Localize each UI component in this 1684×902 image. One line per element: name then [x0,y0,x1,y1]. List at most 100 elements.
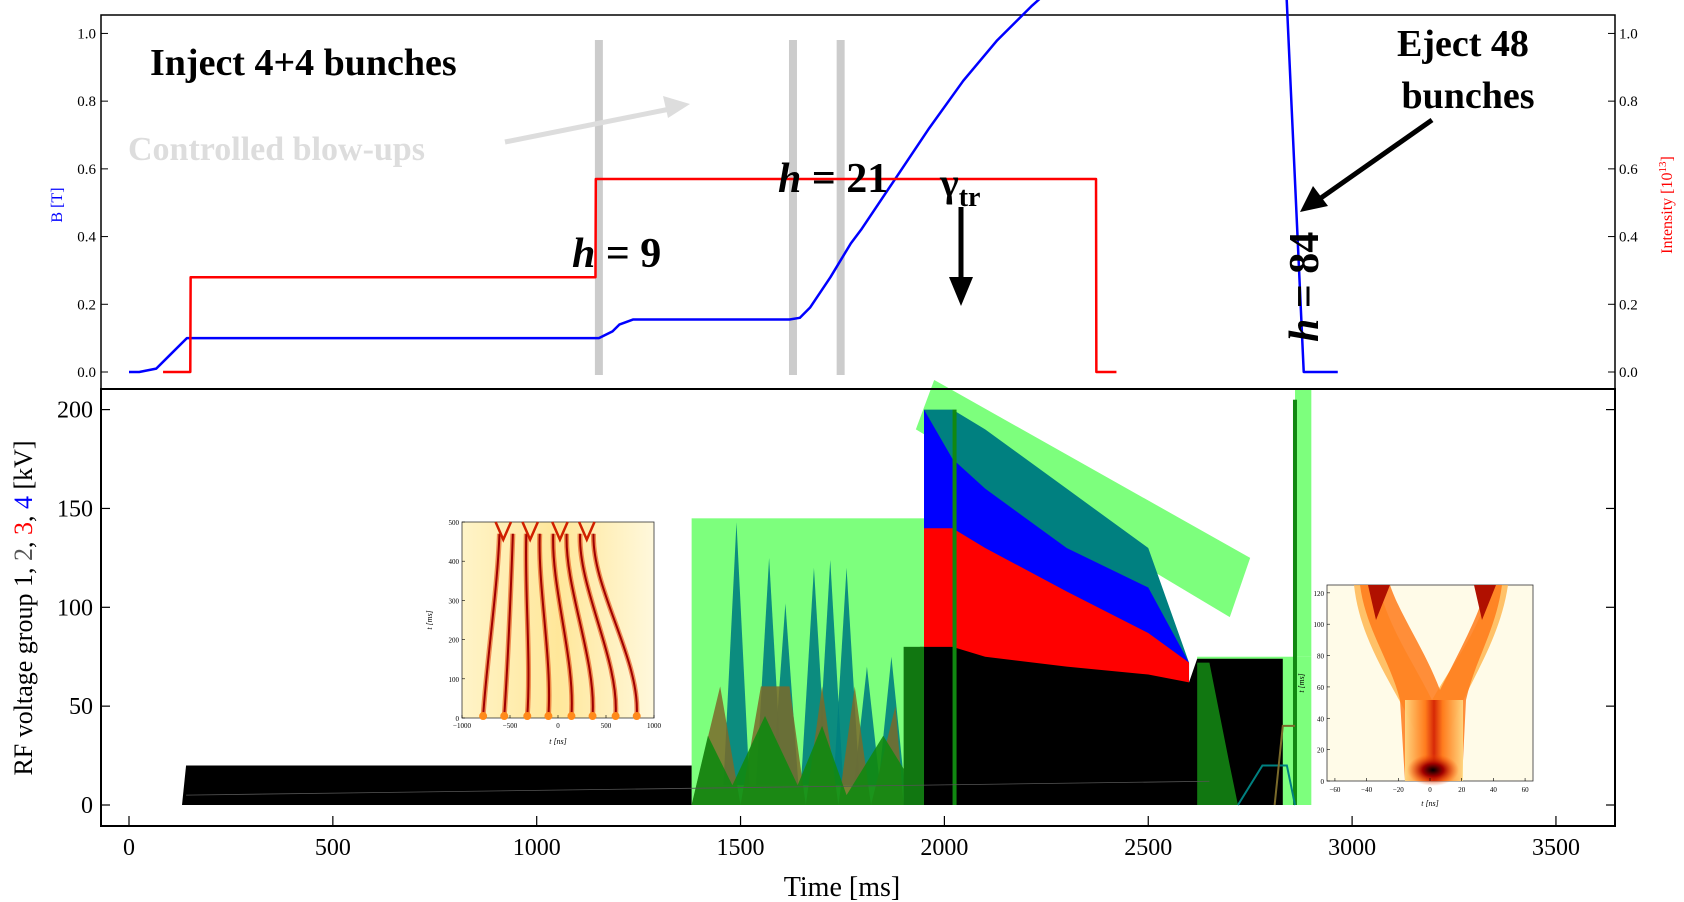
h84-var: h [1282,319,1328,342]
ylabel-part: RF voltage group 1 [9,574,38,776]
bottom-ylabel-parts: RF voltage group 1, 2, 3, 4 [kV] [9,440,38,775]
inset-left-spot [500,712,509,721]
inset-right-xtick-label: 0 [1428,786,1432,794]
ramp-green [691,716,920,805]
h9-var: h [572,231,595,277]
inset-right-ytick-label: 120 [1314,590,1325,598]
inset-left-ytick-label: 100 [449,676,460,684]
highlight-spike [1295,389,1312,657]
bottom-xtick-label: 2000 [920,835,968,861]
gamma-subscript: tr [959,182,981,213]
inset-left-fork [494,521,513,543]
inset-right-ytick-label: 60 [1317,684,1325,692]
inset-left-trace [482,533,501,717]
inset-left-fork [577,521,596,543]
inset-right-ylabel: t [ms] [1297,673,1306,692]
top-right-tick-label: 0.4 [1619,230,1638,246]
top-right-ticks: 0.00.20.40.60.81.01.21.4 [1608,26,1638,381]
inset-left-xtick-label: −1000 [453,722,471,730]
ylabel-part: 2 [9,548,38,561]
inset-left-ytick-label: 500 [449,519,460,527]
bottom-xtick-label: 2500 [1124,835,1172,861]
inset-right-xtick-label: 40 [1490,786,1498,794]
inset-left-trace [503,533,514,717]
top-left-tick-label: 0.6 [77,162,96,178]
inset-left-trace [565,533,594,717]
inset-right-xtick-label: −40 [1361,786,1372,794]
bottom-ytick-label: 100 [57,595,93,621]
inset-left-trace [524,533,530,717]
bottom-ytick-label: 200 [57,398,93,424]
ylabel-part: , [9,509,38,522]
group1-flat [182,765,692,805]
top-left-tick-label: 0.8 [77,94,96,110]
inset-right-split [1360,585,1502,781]
ylabel-part: 4 [9,496,38,509]
h84-value: = 84 [1282,232,1328,319]
ramp-spike [723,522,750,786]
bottom-xtick-label: 1000 [513,835,561,861]
inset-left-spot [567,712,576,721]
top-left-ticks: 0.00.20.40.60.81.01.21.4 [77,26,108,381]
inset-left-spot [632,712,641,721]
inset-right-bunches [1368,585,1496,620]
top-left-ylabel: B [T] [49,187,66,222]
inset-left-ytick-label: 400 [449,558,460,566]
h21-var: h [778,156,801,202]
inset-left-spot [611,712,620,721]
inset-right-ytick-label: 40 [1317,715,1325,723]
eject-bar [1292,399,1297,805]
bottom-xtick-label: 3500 [1532,835,1580,861]
eject-green [1197,662,1238,805]
eject-teal-line [1237,764,1297,806]
inset-right-hotspot [1407,754,1459,786]
eject-line1: Eject 48 [1397,23,1529,65]
h21-label: h = 21 [778,156,888,202]
bottom-ytick-label: 50 [69,694,93,720]
right-ylabel-close: ] [1659,156,1676,161]
eject-arrow-head [1300,186,1328,212]
inset-left-trace [592,533,638,717]
inset-left-fork [521,521,539,543]
h84-label: h = 84 [1282,232,1328,342]
inset-left-xlabel: t [ns] [549,737,567,746]
b-field-line [129,0,1338,374]
inset-left-trace [552,533,573,717]
intensity-line [163,177,1117,374]
inset-right-xtick-label: 60 [1522,786,1530,794]
inset-right-xtick-label: −20 [1393,786,1404,794]
top-right-ylabel: Intensity [1013] [1657,156,1676,254]
highlight-tilted [915,379,1251,618]
inset-left-trace [579,533,617,717]
h9-label: h = 9 [572,231,661,277]
inset-right-ytick-label: 80 [1317,653,1325,661]
ramp-olive [691,686,904,805]
bottom-xtick-label: 1500 [717,835,765,861]
group1-step [903,646,925,805]
right-ylabel-exp: 13 [1657,161,1669,173]
top-right-tick-label: 0.2 [1619,297,1638,313]
inset-left-xtick-label: 500 [601,722,612,730]
ylabel-part: [kV] [9,440,38,496]
top-left-tick-label: 0.2 [77,297,96,313]
inset-left: −1000 −500 0 500 1000 0 100 200 300 400 500 t [ns]… [425,519,662,746]
blowups-arrow [504,104,681,145]
bottom-xticks: 0 500 1000 1500 2000 2500 3000 3500 [123,816,1580,861]
top-right-tick-label: 0.8 [1619,94,1638,110]
inset-right-xlabel: t [ns] [1421,799,1439,808]
inset-right-ytick-label: 0 [1321,778,1325,786]
top-right-tick-label: 0.6 [1619,162,1638,178]
top-left-tick-label: 0.4 [77,230,96,246]
inset-left-traces [479,521,641,721]
h9-value: = 9 [595,231,661,277]
gamma-label: γtr [939,160,980,213]
bottom-xtick-label: 3000 [1328,835,1376,861]
inset-right-xtick-label: 20 [1458,786,1466,794]
bottom-xtick-label: 500 [315,835,351,861]
group1-area [919,646,1283,805]
voltage-areas [182,379,1312,806]
inset-left-ticks: −1000 −500 0 500 1000 0 100 200 300 400 500 [449,519,662,730]
gamma-arrow-head [949,277,973,306]
